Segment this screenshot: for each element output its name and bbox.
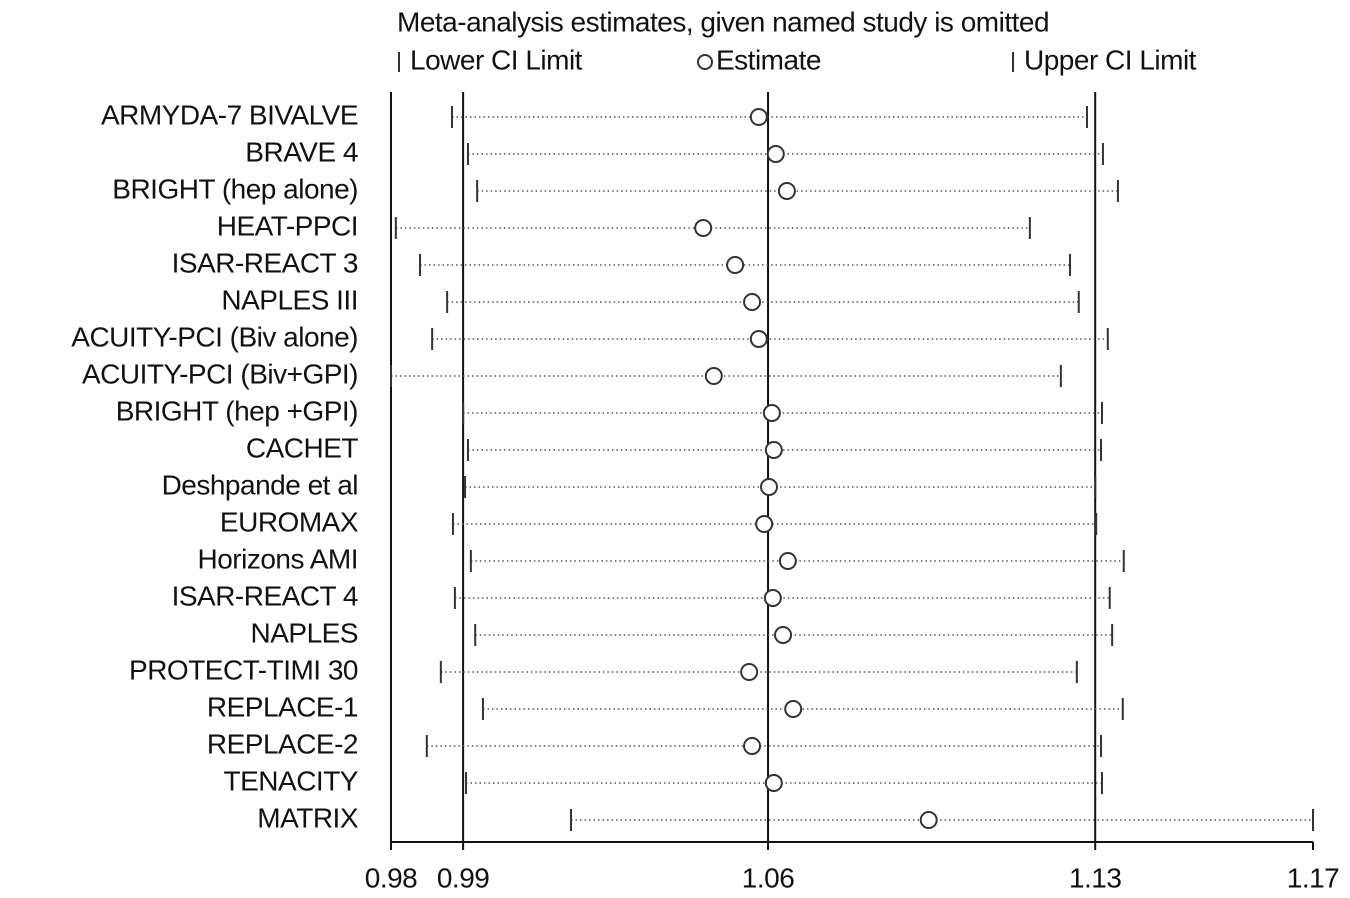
- x-tick-label: 0.98: [365, 862, 418, 893]
- estimate: [778, 552, 797, 570]
- study-label: PROTECT-TIMI 30: [129, 654, 358, 685]
- legend-label: Lower CI Limit: [410, 44, 583, 75]
- study-label: EUROMAX: [220, 506, 359, 537]
- study-label: CACHET: [246, 432, 359, 463]
- study-label: REPLACE-1: [207, 691, 358, 722]
- x-tick-label: 0.99: [437, 862, 490, 893]
- study-label: NAPLES: [251, 617, 359, 648]
- estimate: [774, 626, 793, 644]
- estimate: [743, 737, 762, 755]
- estimate: [919, 811, 938, 829]
- x-tick-label: 1.06: [742, 862, 795, 893]
- legend-symbol: [697, 54, 713, 70]
- estimate: [764, 441, 783, 459]
- estimate: [763, 589, 782, 607]
- estimate: [766, 145, 785, 163]
- study-label: ISAR-REACT 3: [172, 247, 358, 278]
- x-tick-label: 1.17: [1287, 862, 1340, 893]
- study-label: TENACITY: [224, 765, 359, 796]
- legend-label: Upper CI Limit: [1024, 44, 1197, 75]
- study-label: BRIGHT (hep alone): [112, 173, 358, 204]
- estimate: [777, 182, 796, 200]
- estimate: [755, 515, 774, 533]
- estimate: [749, 330, 768, 348]
- study-label: BRIGHT (hep +GPI): [116, 395, 358, 426]
- study-label: HEAT-PPCI: [217, 210, 358, 241]
- study-label: ISAR-REACT 4: [172, 580, 358, 611]
- estimate: [740, 663, 759, 681]
- study-label: REPLACE-2: [207, 728, 358, 759]
- estimate: [759, 478, 778, 496]
- study-label: NAPLES III: [221, 284, 358, 315]
- estimate: [762, 404, 781, 422]
- estimate: [704, 367, 723, 385]
- estimate: [726, 256, 745, 274]
- legend-label: Estimate: [716, 44, 821, 75]
- study-label: ACUITY-PCI (Biv alone): [71, 321, 358, 352]
- study-label: Deshpande et al: [162, 469, 358, 500]
- study-label: MATRIX: [257, 802, 359, 833]
- estimate: [743, 293, 762, 311]
- estimate: [749, 108, 768, 126]
- estimate: [784, 700, 803, 718]
- study-label: Horizons AMI: [198, 543, 359, 574]
- chart-title: Meta-analysis estimates, given named stu…: [397, 6, 1049, 37]
- estimate: [764, 774, 783, 792]
- study-label: ACUITY-PCI (Biv+GPI): [82, 358, 358, 389]
- study-label: ARMYDA-7 BIVALVE: [101, 99, 358, 130]
- study-label: BRAVE 4: [245, 136, 358, 167]
- x-tick-label: 1.13: [1069, 862, 1122, 893]
- estimate: [694, 219, 713, 237]
